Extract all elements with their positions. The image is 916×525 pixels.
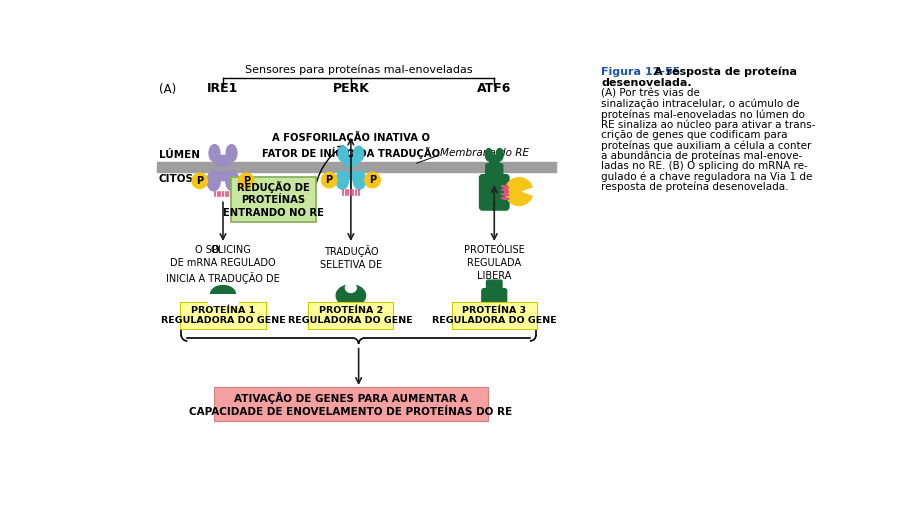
Ellipse shape <box>496 149 503 161</box>
Text: ATIVAÇÃO DE GENES PARA AUMENTAR A
CAPACIDADE DE ENOVELAMENTO DE PROTEÍNAS DO RE: ATIVAÇÃO DE GENES PARA AUMENTAR A CAPACI… <box>190 392 512 416</box>
Circle shape <box>192 173 208 188</box>
FancyBboxPatch shape <box>216 155 230 166</box>
Text: gulado é a chave reguladora na Via 1 de: gulado é a chave reguladora na Via 1 de <box>601 172 812 182</box>
Text: P: P <box>325 175 333 185</box>
Text: Membrana do RE: Membrana do RE <box>440 148 529 158</box>
Ellipse shape <box>211 286 235 302</box>
FancyBboxPatch shape <box>485 164 503 182</box>
FancyBboxPatch shape <box>479 175 509 210</box>
Wedge shape <box>505 178 532 205</box>
Circle shape <box>365 172 380 188</box>
FancyBboxPatch shape <box>489 155 499 166</box>
Text: desenovelada.: desenovelada. <box>601 78 692 88</box>
FancyBboxPatch shape <box>344 155 357 166</box>
Ellipse shape <box>226 144 237 162</box>
Ellipse shape <box>485 149 492 161</box>
FancyBboxPatch shape <box>180 302 266 329</box>
FancyBboxPatch shape <box>309 302 394 329</box>
FancyBboxPatch shape <box>452 302 537 329</box>
Text: proteínas mal-enoveladas no lúmen do: proteínas mal-enoveladas no lúmen do <box>601 109 805 120</box>
Text: P: P <box>196 176 203 186</box>
Text: A resposta de proteína: A resposta de proteína <box>654 67 797 77</box>
Circle shape <box>322 172 337 188</box>
Text: Sensores para proteínas mal-enoveladas: Sensores para proteínas mal-enoveladas <box>245 64 473 75</box>
Text: P: P <box>369 175 376 185</box>
Text: resposta de proteína desenovelada.: resposta de proteína desenovelada. <box>601 182 789 193</box>
Ellipse shape <box>207 171 220 191</box>
Text: CITOSOL: CITOSOL <box>158 174 209 184</box>
Ellipse shape <box>209 144 220 162</box>
Text: PROTEÍNA 2
REGULADORA DO GENE: PROTEÍNA 2 REGULADORA DO GENE <box>289 306 413 326</box>
Ellipse shape <box>345 283 356 292</box>
Text: TRADUÇÃO
SELETIVA DE: TRADUÇÃO SELETIVA DE <box>320 245 382 270</box>
Ellipse shape <box>346 171 356 180</box>
FancyBboxPatch shape <box>208 294 238 306</box>
Text: ATF6: ATF6 <box>477 82 511 95</box>
Text: a abundância de proteínas mal-enove-: a abundância de proteínas mal-enove- <box>601 151 802 161</box>
Text: O SPLICING
DE mRNA REGULADO
INICIA A TRADUÇÃO DE: O SPLICING DE mRNA REGULADO INICIA A TRA… <box>166 245 280 284</box>
Text: A FOSFORILAÇÃO INATIVA O
FATOR DE INÍCIO DA TRADUÇÃO: A FOSFORILAÇÃO INATIVA O FATOR DE INÍCIO… <box>262 131 440 159</box>
Text: IRE1: IRE1 <box>207 82 239 95</box>
FancyBboxPatch shape <box>231 176 316 222</box>
Text: (A) Por três vias de: (A) Por três vias de <box>601 88 700 98</box>
Ellipse shape <box>336 171 349 190</box>
Ellipse shape <box>225 171 239 191</box>
Text: P: P <box>243 176 250 186</box>
Circle shape <box>238 173 254 188</box>
Text: REDUÇÃO DE
PROTEÍNAS
ENTRANDO NO RE: REDUÇÃO DE PROTEÍNAS ENTRANDO NO RE <box>223 181 324 218</box>
Text: ladas no RE. (B) O splicing do mRNA re-: ladas no RE. (B) O splicing do mRNA re- <box>601 161 808 171</box>
Ellipse shape <box>338 146 348 162</box>
FancyBboxPatch shape <box>486 280 502 294</box>
Text: PROTEÓLISE
REGULADA
LIBERA: PROTEÓLISE REGULADA LIBERA <box>463 245 525 281</box>
FancyBboxPatch shape <box>482 289 507 310</box>
Ellipse shape <box>354 146 364 162</box>
Text: Figura 12-55: Figura 12-55 <box>601 67 684 77</box>
Text: proteínas que auxiliam a célula a conter: proteínas que auxiliam a célula a conter <box>601 140 812 151</box>
Text: PERK: PERK <box>333 82 369 95</box>
Text: PROTEÍNA 3
REGULADORA DO GENE: PROTEÍNA 3 REGULADORA DO GENE <box>431 306 557 326</box>
Text: LÚMEN: LÚMEN <box>158 150 200 160</box>
Text: sinalização intracelular, o acúmulo de: sinalização intracelular, o acúmulo de <box>601 99 800 109</box>
Text: O: O <box>211 245 222 255</box>
Ellipse shape <box>218 172 228 181</box>
FancyBboxPatch shape <box>213 387 488 421</box>
Ellipse shape <box>336 285 365 306</box>
Text: RE sinaliza ao núcleo para ativar a trans-: RE sinaliza ao núcleo para ativar a tran… <box>601 120 816 130</box>
Text: PROTEÍNA 1
REGULADORA DO GENE: PROTEÍNA 1 REGULADORA DO GENE <box>160 306 286 326</box>
Text: O: O <box>213 245 223 255</box>
Ellipse shape <box>354 171 365 190</box>
Text: (A): (A) <box>158 83 176 97</box>
Text: crição de genes que codificam para: crição de genes que codificam para <box>601 130 788 140</box>
